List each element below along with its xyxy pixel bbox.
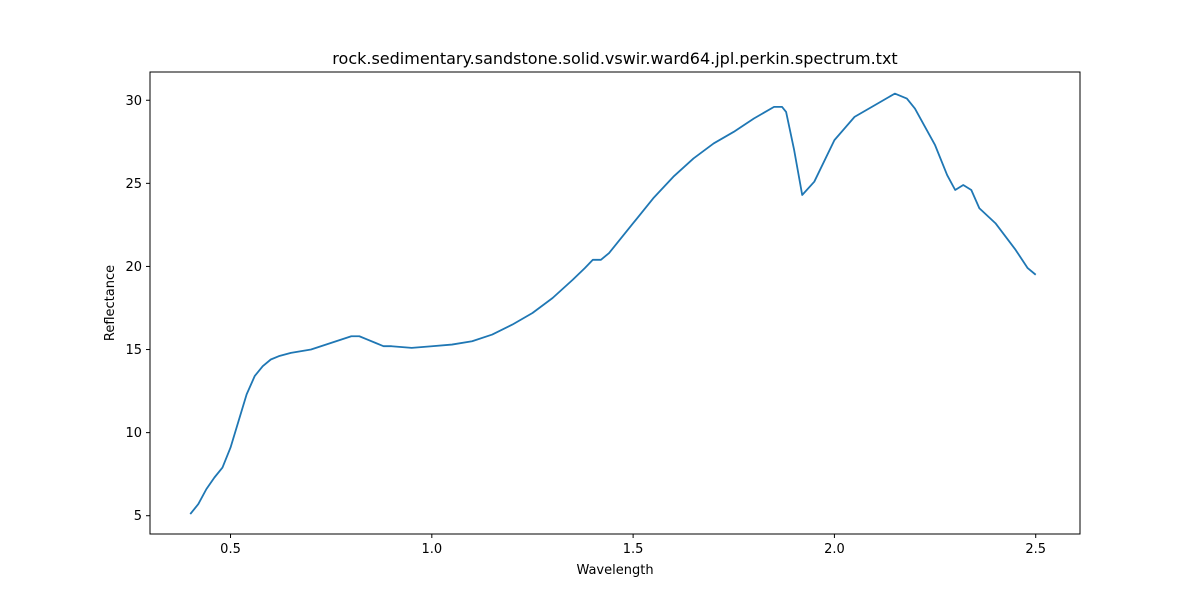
- x-tick-label: 0.5: [220, 542, 241, 557]
- chart-title: rock.sedimentary.sandstone.solid.vswir.w…: [332, 49, 897, 68]
- plot-area: 0.5 1.0 1.5 2.0 2.5 5 10 15 20 25 30: [125, 71, 1081, 557]
- y-axis-label: Reflectance: [103, 265, 118, 341]
- y-tick-label: 25: [125, 177, 142, 192]
- y-tick-label: 20: [125, 260, 142, 275]
- x-axis-label: Wavelength: [576, 563, 653, 578]
- y-axis-ticks: 5 10 15 20 25 30: [125, 94, 150, 524]
- reflectance-series-line: [189, 92, 1037, 515]
- x-axis-ticks: 0.5 1.0 1.5 2.0 2.5: [220, 534, 1046, 557]
- x-tick-label: 2.5: [1025, 542, 1046, 557]
- y-tick-label: 15: [125, 343, 142, 358]
- x-tick-label: 1.0: [421, 542, 442, 557]
- y-tick-label: 5: [134, 509, 142, 524]
- plot-frame: [149, 71, 1081, 535]
- x-tick-label: 2.0: [824, 542, 845, 557]
- y-tick-label: 30: [125, 94, 142, 109]
- y-tick-label: 10: [125, 426, 142, 441]
- x-tick-label: 1.5: [623, 542, 644, 557]
